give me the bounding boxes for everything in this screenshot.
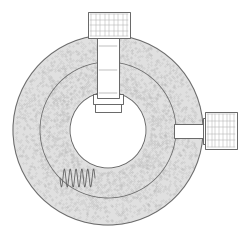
Bar <box>205 112 237 149</box>
Bar <box>93 94 123 104</box>
Circle shape <box>70 92 146 168</box>
Bar <box>203 118 211 144</box>
Circle shape <box>13 35 203 225</box>
Bar <box>95 104 121 112</box>
Bar <box>174 124 209 138</box>
Bar <box>97 38 119 98</box>
Bar <box>88 12 130 38</box>
